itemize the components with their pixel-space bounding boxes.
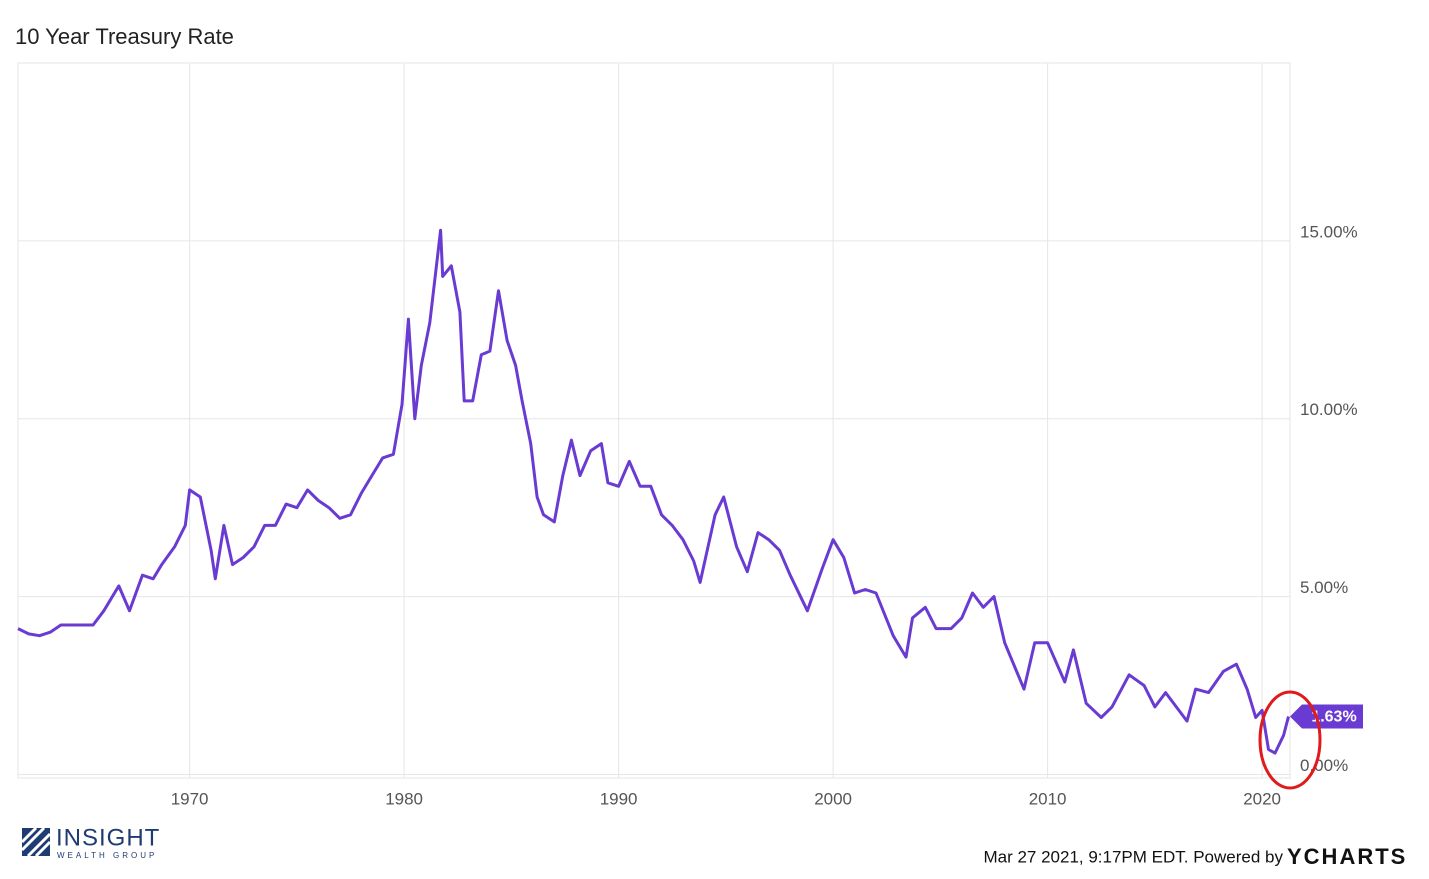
x-tick-label: 1990 <box>600 789 638 808</box>
footer-brand: YCHARTS <box>1287 844 1407 869</box>
chart-title: 10 Year Treasury Rate <box>15 24 234 49</box>
grid: 0.00% 5.00% 10.00% 15.00% 1970 1980 1990 2000 20… <box>17 62 1358 808</box>
line-series <box>17 228 1290 755</box>
highlight-circle <box>1258 690 1322 790</box>
x-tick-label: 2000 <box>814 789 852 808</box>
x-tick-label: 1980 <box>385 789 423 808</box>
logo-name: INSIGHT <box>56 824 160 851</box>
footer-timestamp: Mar 27 2021, 9:17PM EDT. Powered by <box>983 847 1283 866</box>
logo-stripes <box>20 826 52 858</box>
y-tick-label: 10.00% <box>1300 400 1358 419</box>
y-tick-label: 5.00% <box>1300 578 1348 597</box>
x-tick-label: 1970 <box>171 789 209 808</box>
y-tick-label: 0.00% <box>1300 756 1348 775</box>
logo-tagline: WEALTH GROUP <box>57 851 157 860</box>
logo-mark <box>22 828 50 856</box>
y-tick-label: 15.00% <box>1300 222 1358 241</box>
plot-frame <box>17 62 1291 779</box>
x-tick-label: 2020 <box>1243 789 1281 808</box>
x-tick-label: 2010 <box>1029 789 1067 808</box>
end-value-label: 1.63% <box>1311 709 1356 726</box>
end-value-tag <box>1290 704 1363 729</box>
plot: 1.63% <box>17 228 1363 755</box>
logo: INSIGHT WEALTH GROUP <box>20 824 160 860</box>
